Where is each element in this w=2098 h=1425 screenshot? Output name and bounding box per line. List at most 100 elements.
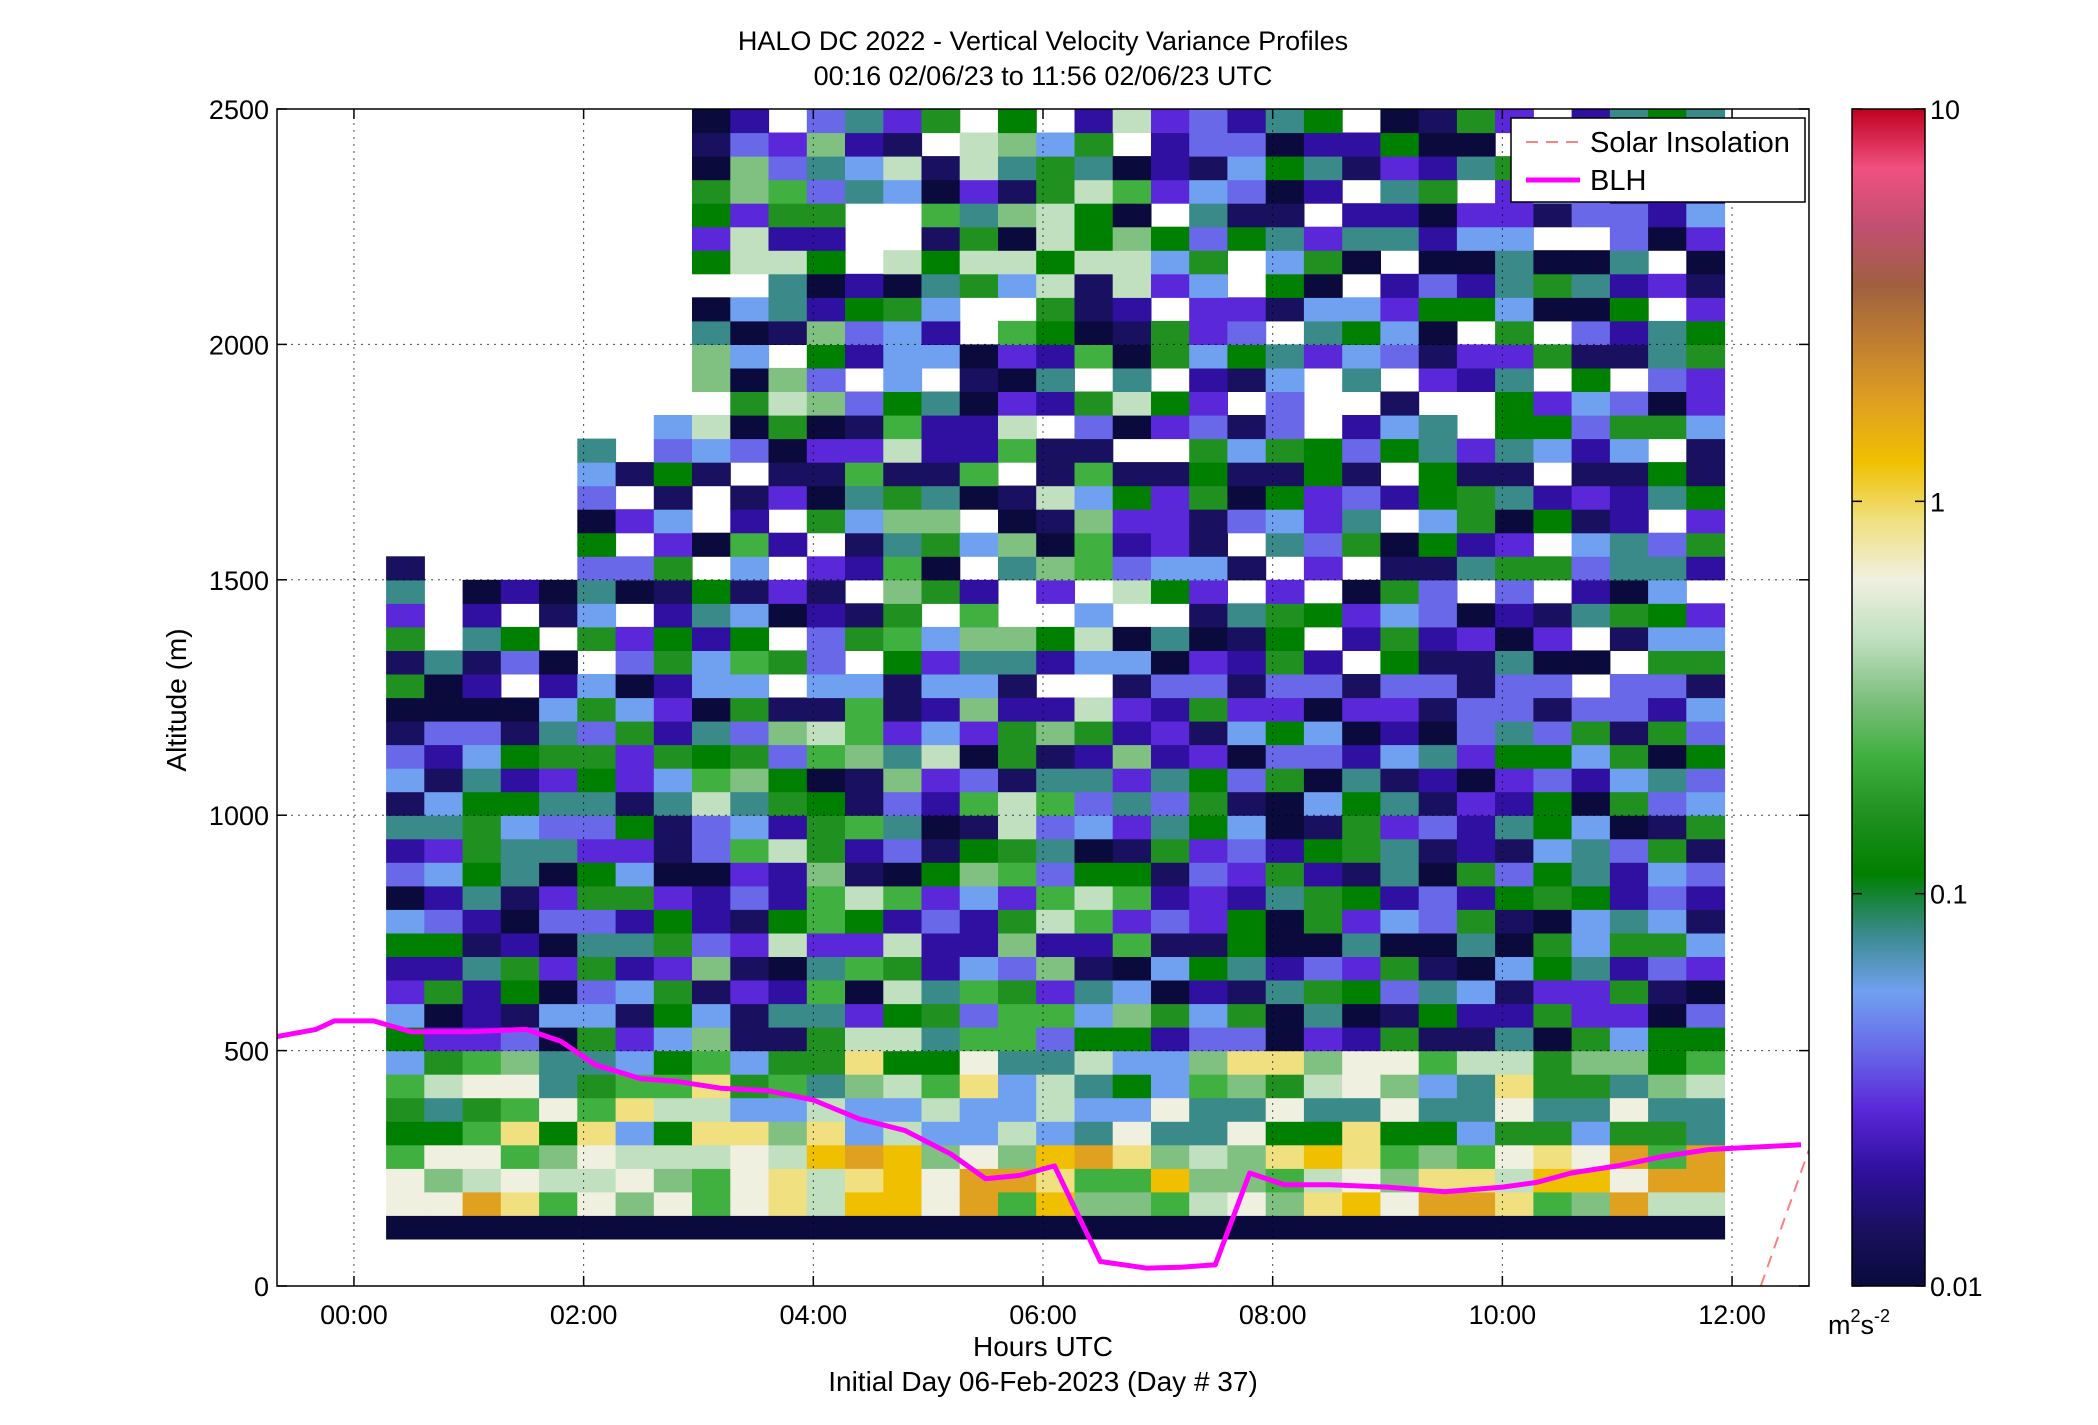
heatmap-cell	[1380, 579, 1420, 604]
heatmap-cell	[1648, 1027, 1687, 1052]
heatmap-cell	[692, 650, 731, 675]
heatmap-cell	[768, 250, 808, 275]
heatmap-cell	[998, 226, 1037, 251]
heatmap-cell	[1265, 697, 1305, 722]
heatmap-cell	[959, 885, 999, 910]
heatmap-cell	[1456, 1074, 1496, 1099]
heatmap-cell	[1648, 367, 1687, 392]
heatmap-cell	[386, 626, 425, 651]
heatmap-cell	[1609, 956, 1649, 981]
heatmap-cell	[1380, 415, 1420, 440]
heatmap-cell	[921, 956, 961, 981]
heatmap-cell	[845, 1050, 884, 1075]
heatmap-cell	[998, 438, 1037, 463]
heatmap-cell	[386, 791, 425, 816]
heatmap-cell	[1265, 179, 1305, 204]
heatmap-cell	[1495, 344, 1534, 369]
heatmap-cell	[845, 509, 884, 534]
heatmap-cell	[1686, 980, 1726, 1005]
heatmap-cell	[1074, 768, 1114, 793]
heatmap-cell	[1189, 603, 1228, 628]
heatmap-cell	[1533, 909, 1573, 934]
heatmap-cell	[959, 532, 999, 557]
heatmap-cell	[500, 650, 540, 675]
heatmap-cell	[1571, 956, 1611, 981]
heatmap-cell	[1265, 1144, 1305, 1169]
heatmap-cell	[1495, 367, 1534, 392]
heatmap-cell	[539, 1097, 578, 1122]
heatmap-cell	[539, 862, 578, 887]
heatmap-cell	[1189, 885, 1228, 910]
heatmap-cell	[692, 1215, 731, 1240]
heatmap-cell	[1303, 226, 1343, 251]
heatmap-cell	[959, 650, 999, 675]
heatmap-cell	[730, 626, 770, 651]
heatmap-cell	[1418, 791, 1458, 816]
heatmap-cell	[1112, 532, 1152, 557]
heatmap-cell	[1189, 674, 1228, 699]
heatmap-cell	[1342, 626, 1381, 651]
heatmap-cell	[883, 697, 923, 722]
heatmap-cell	[845, 674, 884, 699]
legend-label-solar: Solar Insolation	[1590, 127, 1790, 159]
heatmap-cell	[1151, 226, 1190, 251]
heatmap-cell	[959, 485, 999, 510]
heatmap-cell	[1380, 768, 1420, 793]
heatmap-cell	[1303, 1191, 1343, 1216]
heatmap-cell	[1036, 320, 1075, 345]
heatmap-cell	[730, 1121, 770, 1146]
heatmap-cell	[1686, 932, 1726, 957]
heatmap-cell	[1303, 838, 1343, 863]
heatmap-cell	[1609, 438, 1649, 463]
heatmap-cell	[1227, 156, 1267, 181]
heatmap-cell	[1533, 509, 1573, 534]
heatmap-cell	[730, 438, 770, 463]
heatmap-cell	[1533, 203, 1573, 228]
heatmap-cell	[1074, 485, 1114, 510]
heatmap-cell	[1533, 650, 1573, 675]
heatmap-cell	[1112, 509, 1152, 534]
heatmap-cell	[959, 626, 999, 651]
heatmap-cell	[424, 697, 464, 722]
heatmap-cell	[500, 885, 540, 910]
heatmap-cell	[539, 1168, 578, 1193]
heatmap-cell	[1112, 556, 1152, 581]
heatmap-cell	[1112, 579, 1152, 604]
heatmap-cell	[806, 156, 846, 181]
heatmap-cell	[1227, 697, 1267, 722]
heatmap-cell	[386, 980, 425, 1005]
heatmap-cell	[1342, 485, 1381, 510]
heatmap-cell	[1151, 1168, 1190, 1193]
heatmap-cell	[1571, 462, 1611, 487]
heatmap-cell	[1151, 320, 1190, 345]
heatmap-cell	[1303, 485, 1343, 510]
heatmap-cell	[462, 1050, 502, 1075]
heatmap-cell	[462, 909, 502, 934]
heatmap-cell	[1495, 1050, 1534, 1075]
heatmap-cell	[768, 367, 808, 392]
heatmap-cell	[539, 838, 578, 863]
heatmap-cell	[1342, 862, 1381, 887]
heatmap-cell	[1571, 509, 1611, 534]
heatmap-cell	[1495, 815, 1534, 840]
heatmap-cell	[1227, 1074, 1267, 1099]
heatmap-cell	[1074, 203, 1114, 228]
heatmap-cell	[998, 109, 1037, 134]
heatmap-cell	[692, 956, 731, 981]
heatmap-cell	[1571, 485, 1611, 510]
heatmap-cell	[1686, 815, 1726, 840]
heatmap-cell	[1648, 226, 1687, 251]
heatmap-cell	[1648, 532, 1687, 557]
heatmap-cell	[730, 320, 770, 345]
heatmap-cell	[1265, 297, 1305, 322]
heatmap-cell	[386, 650, 425, 675]
heatmap-cell	[1227, 485, 1267, 510]
heatmap-cell	[1495, 674, 1534, 699]
heatmap-cell	[577, 674, 617, 699]
heatmap-cell	[1265, 980, 1305, 1005]
heatmap-cell	[1418, 674, 1458, 699]
heatmap-cell	[577, 485, 617, 510]
heatmap-cell	[1036, 532, 1075, 557]
heatmap-cell	[692, 462, 731, 487]
heatmap-cell	[730, 909, 770, 934]
